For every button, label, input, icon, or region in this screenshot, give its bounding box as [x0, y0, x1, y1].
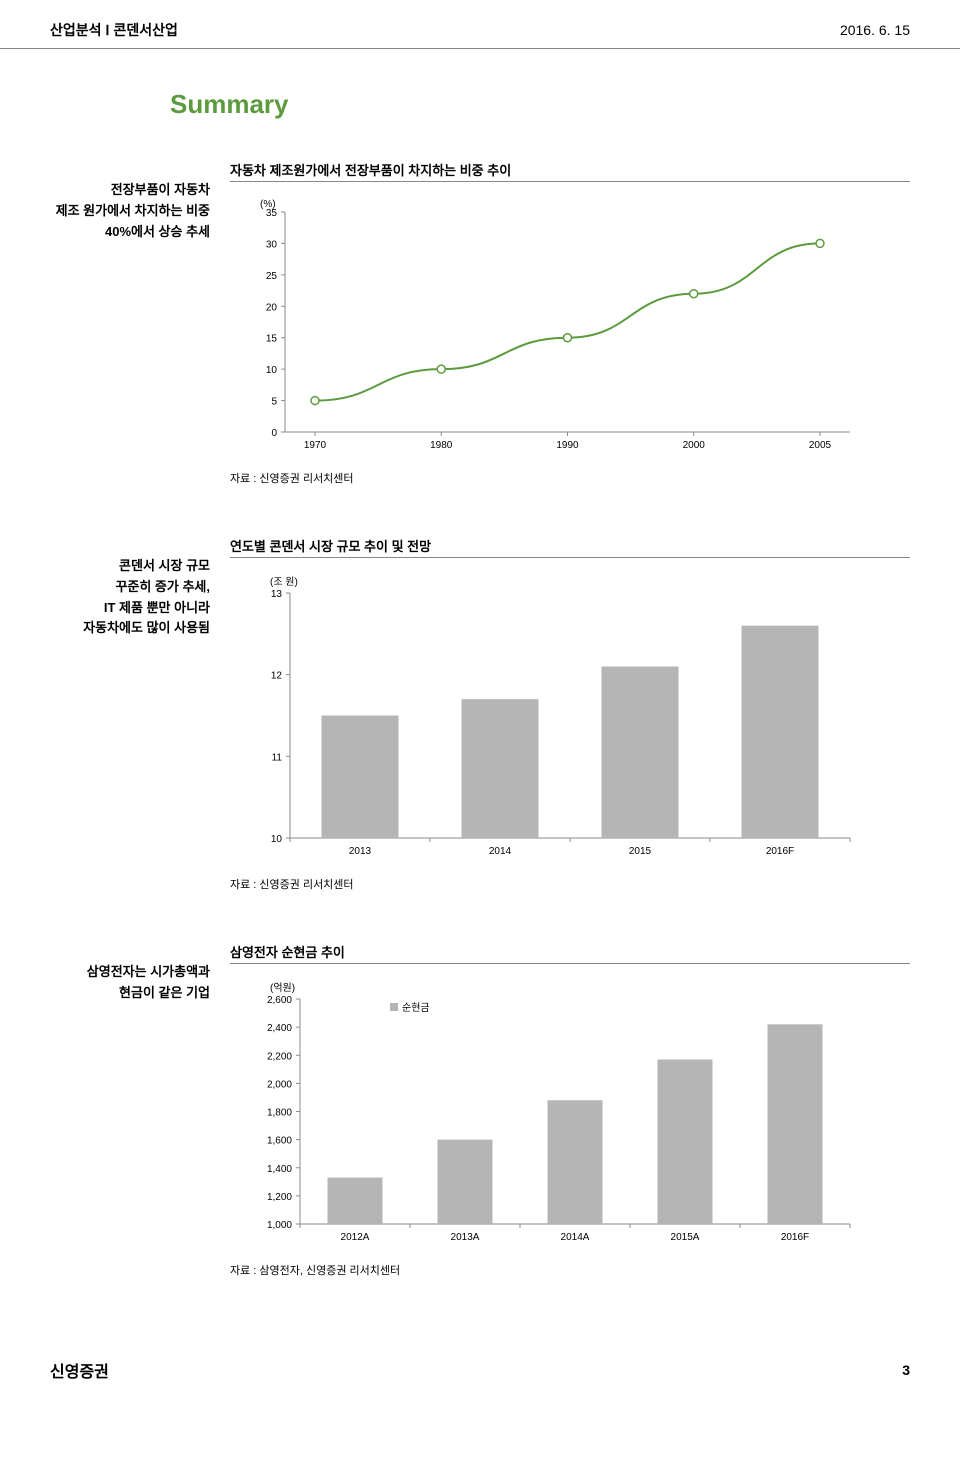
svg-text:2016F: 2016F [766, 846, 794, 857]
svg-text:10: 10 [271, 834, 283, 845]
svg-text:13: 13 [271, 589, 283, 600]
chart2-area: 연도별 콘덴서 시장 규모 추이 및 전망 (조 원) 10 11 12 13 2013 2… [230, 536, 910, 892]
chart1-area: 자동차 제조원가에서 전장부품이 차지하는 비중 추이 (%)051015202… [230, 160, 910, 486]
chart1-svg: (%)0510152025303519701980199020002005 [230, 192, 870, 462]
footer: 신영증권 3 [0, 1348, 960, 1412]
svg-text:2014A: 2014A [561, 1232, 590, 1243]
svg-text:2015: 2015 [629, 846, 652, 857]
footer-logo: 신영증권 [50, 1358, 109, 1382]
svg-text:2013: 2013 [349, 846, 372, 857]
section-chart2: 콘덴서 시장 규모꾸준히 증가 추세,IT 제품 뿐만 아니라자동차에도 많이 … [50, 536, 910, 892]
svg-text:1,400: 1,400 [267, 1164, 292, 1175]
svg-text:1990: 1990 [556, 440, 579, 451]
content-area: Summary 전장부품이 자동차제조 원가에서 차지하는 비중40%에서 상승… [0, 49, 960, 1348]
svg-text:11: 11 [272, 752, 283, 763]
svg-text:1,600: 1,600 [267, 1136, 292, 1147]
chart3-svg: (억원) 순현금 1,000 1,200 1,400 1,600 1,800 2,000 2,2… [230, 974, 870, 1254]
chart1-source: 자료 : 신영증권 리서치센터 [230, 470, 910, 486]
svg-text:30: 30 [266, 239, 278, 250]
svg-text:10: 10 [266, 365, 278, 376]
chart3-source: 자료 : 삼영전자, 신영증권 리서치센터 [230, 1262, 910, 1278]
svg-text:2,000: 2,000 [267, 1079, 292, 1090]
chart1-box: (%)0510152025303519701980199020002005 [230, 181, 910, 462]
chart3-sidebar: 삼영전자는 시가총액과현금이 같은 기업 [50, 942, 230, 1278]
svg-text:1,200: 1,200 [267, 1192, 292, 1203]
chart3-area: 삼영전자 순현금 추이 (억원) 순현금 1,000 1,200 1,400 1,600 1… [230, 942, 910, 1278]
header-date: 2016. 6. 15 [840, 22, 910, 38]
svg-text:2,200: 2,200 [267, 1051, 292, 1062]
chart2-sidebar: 콘덴서 시장 규모꾸준히 증가 추세,IT 제품 뿐만 아니라자동차에도 많이 … [50, 536, 230, 892]
svg-text:2013A: 2013A [451, 1232, 480, 1243]
svg-text:1980: 1980 [430, 440, 453, 451]
svg-text:25: 25 [266, 271, 278, 282]
svg-text:2015A: 2015A [671, 1232, 700, 1243]
svg-text:순현금: 순현금 [402, 1002, 430, 1014]
svg-text:1,000: 1,000 [267, 1220, 292, 1231]
chart2-source: 자료 : 신영증권 리서치센터 [230, 876, 910, 892]
svg-text:(조 원): (조 원) [270, 576, 298, 588]
svg-text:2,400: 2,400 [267, 1023, 292, 1034]
svg-text:0: 0 [271, 428, 277, 439]
svg-text:2005: 2005 [809, 440, 832, 451]
chart3-box: (억원) 순현금 1,000 1,200 1,400 1,600 1,800 2,000 2,2… [230, 963, 910, 1254]
svg-text:1970: 1970 [304, 440, 327, 451]
chart2-title: 연도별 콘덴서 시장 규모 추이 및 전망 [230, 536, 910, 555]
svg-text:(억원): (억원) [270, 982, 295, 994]
chart2-svg: (조 원) 10 11 12 13 2013 2014 2015 2016F [230, 568, 870, 868]
section-chart1: 전장부품이 자동차제조 원가에서 차지하는 비중40%에서 상승 추세 자동차 … [50, 160, 910, 486]
svg-text:2000: 2000 [683, 440, 706, 451]
header-category: 산업분석 [50, 22, 102, 38]
chart1-sidebar: 전장부품이 자동차제조 원가에서 차지하는 비중40%에서 상승 추세 [50, 160, 230, 486]
header-industry: 콘덴서산업 [113, 22, 177, 38]
svg-text:2016F: 2016F [781, 1232, 809, 1243]
chart1-title: 자동차 제조원가에서 전장부품이 차지하는 비중 추이 [230, 160, 910, 179]
footer-page-number: 3 [902, 1362, 910, 1378]
summary-title: Summary [170, 89, 910, 120]
svg-text:1,800: 1,800 [267, 1108, 292, 1119]
header-separator: Ⅰ [105, 22, 109, 38]
svg-text:2,600: 2,600 [267, 995, 292, 1006]
svg-text:2014: 2014 [489, 846, 512, 857]
section-chart3: 삼영전자는 시가총액과현금이 같은 기업 삼영전자 순현금 추이 (억원) 순현금… [50, 942, 910, 1278]
svg-text:20: 20 [266, 302, 278, 313]
svg-text:5: 5 [271, 397, 277, 408]
svg-text:35: 35 [266, 208, 278, 219]
svg-text:12: 12 [271, 671, 283, 682]
svg-text:2012A: 2012A [341, 1232, 370, 1243]
chart3-title: 삼영전자 순현금 추이 [230, 942, 910, 961]
header-left: 산업분석 Ⅰ 콘덴서산업 [50, 20, 178, 40]
chart2-box: (조 원) 10 11 12 13 2013 2014 2015 2016F [230, 557, 910, 868]
page-container: 산업분석 Ⅰ 콘덴서산업 2016. 6. 15 Summary 전장부품이 자… [0, 0, 960, 1412]
svg-text:15: 15 [266, 334, 278, 345]
page-header: 산업분석 Ⅰ 콘덴서산업 2016. 6. 15 [0, 0, 960, 49]
